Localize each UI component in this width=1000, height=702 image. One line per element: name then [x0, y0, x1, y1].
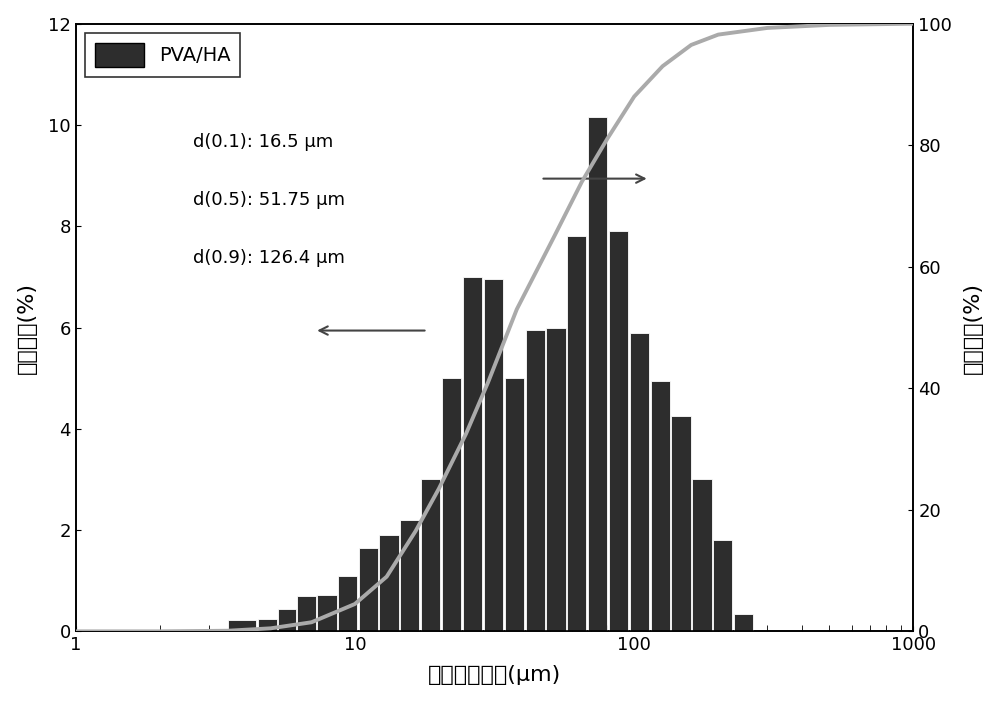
Bar — [463, 277, 482, 631]
Bar — [546, 328, 566, 631]
Bar — [442, 378, 461, 631]
Text: d(0.5): 51.75 μm: d(0.5): 51.75 μm — [193, 191, 345, 208]
Bar — [588, 117, 607, 631]
Y-axis label: 体积分数(%): 体积分数(%) — [17, 282, 37, 373]
Bar — [671, 416, 691, 631]
Bar — [400, 520, 419, 631]
Text: d(0.1): 16.5 μm: d(0.1): 16.5 μm — [193, 133, 333, 151]
Text: d(0.9): 126.4 μm: d(0.9): 126.4 μm — [193, 249, 345, 267]
Bar — [258, 618, 277, 631]
Bar — [713, 541, 732, 631]
Bar — [505, 378, 524, 631]
Bar — [278, 609, 296, 631]
Bar — [734, 614, 753, 631]
Bar — [484, 279, 503, 631]
Legend: PVA/HA: PVA/HA — [85, 34, 240, 77]
Bar — [421, 479, 440, 631]
Bar — [379, 535, 399, 631]
Bar — [359, 548, 378, 631]
Bar — [630, 333, 649, 631]
X-axis label: 复合粉体粒径(μm): 复合粉体粒径(μm) — [428, 665, 561, 685]
Bar — [609, 231, 628, 631]
Bar — [651, 380, 670, 631]
Bar — [526, 330, 545, 631]
Bar — [228, 621, 256, 631]
Bar — [317, 595, 337, 631]
Bar — [338, 576, 357, 631]
Bar — [692, 479, 712, 631]
Y-axis label: 累积分布(%): 累积分布(%) — [963, 282, 983, 373]
Bar — [297, 596, 316, 631]
Bar — [567, 237, 586, 631]
